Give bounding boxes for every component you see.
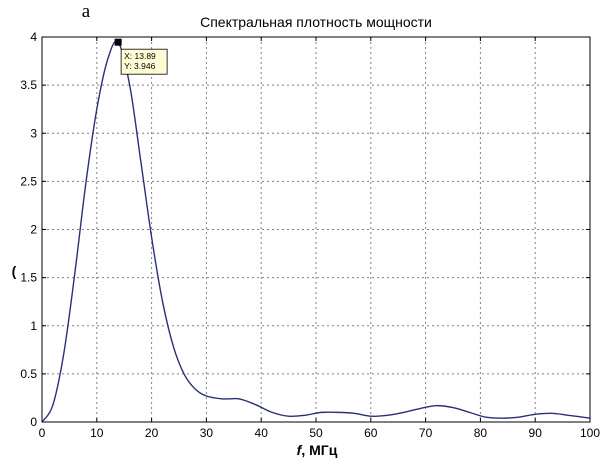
x-tick-label: 20 bbox=[145, 426, 159, 440]
spectral-density-line bbox=[41, 40, 591, 423]
x-tick-label: 80 bbox=[474, 426, 488, 440]
grid bbox=[42, 37, 590, 422]
plot-frame bbox=[41, 36, 591, 423]
series-layer bbox=[41, 40, 591, 423]
x-tick-label: 40 bbox=[255, 426, 269, 440]
y-axis-label: ( bbox=[12, 263, 17, 279]
x-tick-label: 60 bbox=[364, 426, 378, 440]
x-tick-label: 50 bbox=[309, 426, 323, 440]
tick-labels: 0 10 20 30 40 50 60 70 80 90 100 0 0.5 1 1.5 2 2.5 3 3.5 4 bbox=[20, 30, 600, 440]
datatip-box bbox=[120, 48, 168, 75]
x-axis-label: f, МГц bbox=[297, 442, 338, 458]
y-tick-label: 0 bbox=[30, 415, 37, 429]
datatip-y-text: Y: 3.946 bbox=[124, 61, 155, 71]
x-tick-label: 100 bbox=[580, 426, 600, 440]
y-tick-label: 2.5 bbox=[20, 174, 37, 188]
datatip-marker[interactable] bbox=[114, 38, 122, 46]
x-axis-label-var: f bbox=[297, 442, 303, 458]
x-tick-label: 30 bbox=[200, 426, 214, 440]
y-tick-label: 4 bbox=[30, 30, 37, 44]
x-tick-label: 90 bbox=[529, 426, 543, 440]
x-tick-label: 0 bbox=[39, 426, 46, 440]
datatip[interactable]: X: 13.89Y: 3.946 bbox=[114, 38, 168, 75]
y-tick-label: 1 bbox=[30, 319, 37, 333]
x-tick-label: 70 bbox=[419, 426, 433, 440]
chart-title: Спектральная плотность мощности bbox=[200, 14, 432, 30]
y-tick-label: 3.5 bbox=[20, 78, 37, 92]
y-tick-label: 0.5 bbox=[20, 367, 37, 381]
y-tick-label: 2 bbox=[30, 223, 37, 237]
y-tick-label: 1.5 bbox=[20, 271, 37, 285]
y-tick-label: 3 bbox=[30, 126, 37, 140]
x-tick-label: 10 bbox=[90, 426, 104, 440]
panel-letter: а bbox=[82, 1, 91, 22]
x-axis-label-unit: , МГц bbox=[301, 442, 337, 458]
datatip-x-text: X: 13.89 bbox=[124, 51, 156, 61]
